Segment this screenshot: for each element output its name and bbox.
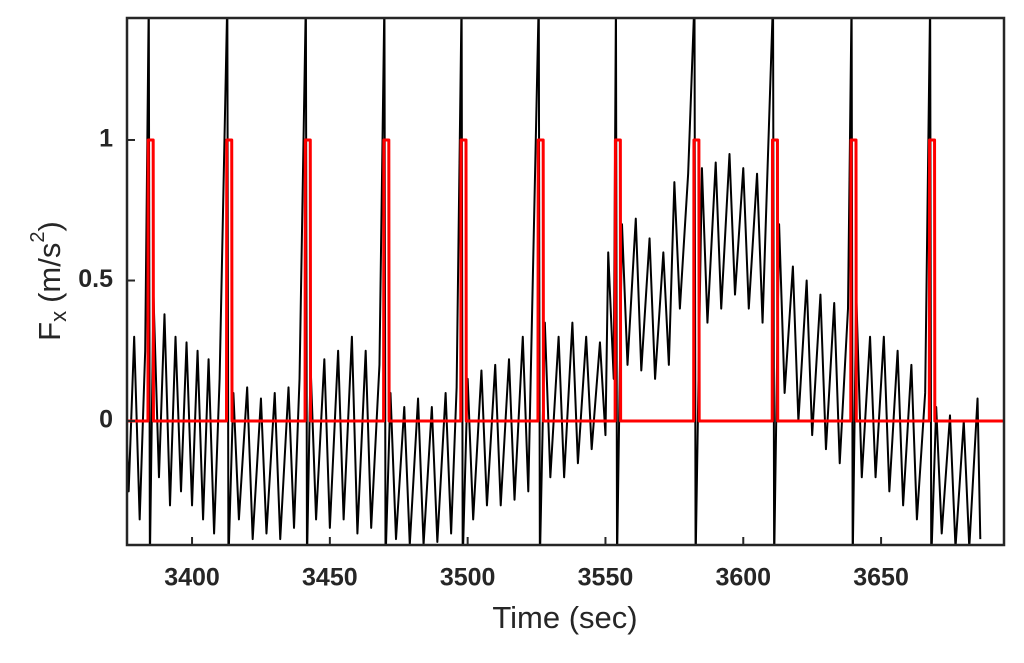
x-tick-label: 3550 bbox=[578, 564, 634, 592]
x-tick-label: 3600 bbox=[715, 564, 771, 592]
y-label-part: F bbox=[32, 322, 67, 341]
y-axis-label: Fx (m/s2) bbox=[27, 221, 71, 341]
data-line bbox=[127, 138, 1004, 423]
x-tick-label: 3450 bbox=[302, 564, 358, 592]
y-tick-label: 0.5 bbox=[78, 265, 113, 293]
y-tick-label: 0 bbox=[99, 406, 113, 434]
y-label-part: (m/s bbox=[32, 243, 67, 303]
x-tick-label: 3400 bbox=[164, 564, 220, 592]
y-label-part: ) bbox=[32, 221, 67, 231]
y-tick-label: 1 bbox=[99, 125, 113, 153]
y-label-sup: 2 bbox=[27, 232, 49, 243]
x-tick-label: 3650 bbox=[853, 564, 909, 592]
x-tick-label: 3500 bbox=[440, 564, 496, 592]
y-label-sub: x bbox=[46, 311, 71, 322]
plot-area bbox=[127, 18, 1004, 545]
x-axis-label: Time (sec) bbox=[492, 600, 637, 635]
